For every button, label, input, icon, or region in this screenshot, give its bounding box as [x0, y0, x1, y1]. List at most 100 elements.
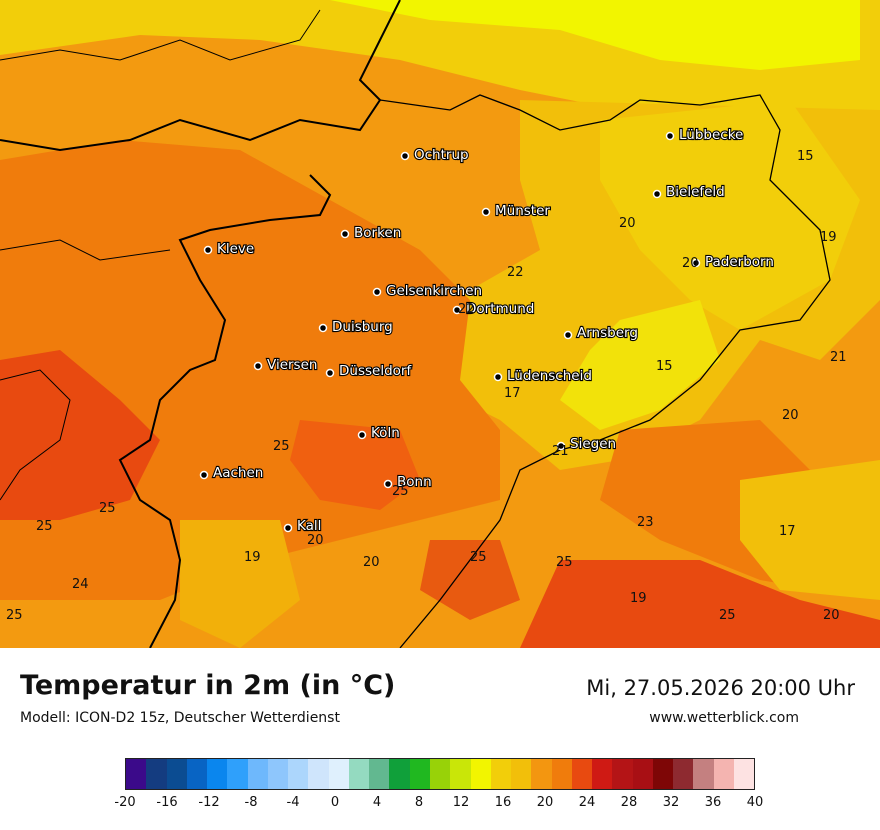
- color-scale-segment: [673, 759, 694, 789]
- city-markers: Lübbecke Ochtrup Bielefeld Münster Borke…: [199, 126, 775, 535]
- temperature-map: Lübbecke Ochtrup Bielefeld Münster Borke…: [0, 0, 880, 649]
- color-scale-segment: [146, 759, 167, 789]
- city-bielefeld[interactable]: Bielefeld: [652, 183, 726, 201]
- svg-text:Lübbecke: Lübbecke: [679, 127, 743, 143]
- temp-zone-west-hot: [0, 350, 160, 520]
- color-scale-segment: [288, 759, 309, 789]
- svg-text:Bielefeld: Bielefeld: [666, 184, 725, 200]
- temp-value: 17: [779, 524, 796, 539]
- color-scale-tick: -4: [286, 795, 300, 810]
- color-scale-tick: 4: [372, 795, 382, 810]
- city-duisburg[interactable]: Duisburg: [318, 318, 394, 336]
- city-ochtrup[interactable]: Ochtrup: [400, 146, 470, 164]
- city-duesseldorf[interactable]: Düsseldorf: [325, 362, 414, 380]
- temp-value: 21: [552, 444, 569, 459]
- color-scale-tick: 8: [414, 795, 424, 810]
- temp-value: 19: [630, 591, 647, 606]
- svg-text:Bonn: Bonn: [397, 474, 432, 490]
- color-scale-segment: [713, 759, 734, 789]
- color-scale-segment: [328, 759, 349, 789]
- color-scale-segment: [186, 759, 208, 789]
- color-scale: [125, 758, 755, 790]
- color-scale-segment: [429, 759, 451, 789]
- color-scale-segment: [551, 759, 572, 789]
- city-viersen[interactable]: Viersen: [253, 356, 319, 374]
- svg-text:Borken: Borken: [354, 225, 401, 241]
- temp-value: 25: [273, 439, 290, 454]
- city-kall[interactable]: Kall: [283, 517, 322, 535]
- city-borken[interactable]: Borken: [340, 224, 402, 242]
- city-dortmund[interactable]: Dortmund: [452, 300, 535, 318]
- color-scale-tick: 16: [494, 795, 512, 810]
- temperature-values: 15 20 19 22 20 22 21 15 17 20 25 21 25 2…: [6, 149, 847, 623]
- temp-value: 25: [719, 608, 736, 623]
- city-kleve[interactable]: Kleve: [203, 240, 255, 258]
- website-link[interactable]: www.wetterblick.com: [649, 710, 799, 726]
- temp-value: 20: [782, 408, 799, 423]
- temp-zone-south-hot-2: [420, 540, 520, 620]
- border-region-nl: [0, 239, 171, 261]
- color-scale-segment: [592, 759, 613, 789]
- temp-value: 20: [363, 555, 380, 570]
- color-scale-tick: -20: [114, 795, 136, 810]
- temp-zone-ostwestfalen: [600, 100, 860, 330]
- temp-zone-northeast-cool: [330, 0, 860, 70]
- city-luedenscheid[interactable]: Lüdenscheid: [493, 367, 593, 385]
- color-scale-tick: 20: [536, 795, 554, 810]
- border-nl-de-north: [0, 0, 401, 152]
- city-arnsberg[interactable]: Arnsberg: [563, 324, 639, 342]
- temp-zone-southeast-cool: [740, 460, 880, 600]
- city-gelsenkirchen[interactable]: Gelsenkirchen: [372, 282, 483, 300]
- city-koeln[interactable]: Köln: [357, 424, 401, 442]
- city-paderborn[interactable]: Paderborn: [691, 253, 775, 271]
- svg-text:Viersen: Viersen: [267, 357, 317, 373]
- city-bonn[interactable]: Bonn: [383, 473, 433, 491]
- color-scale-segment: [531, 759, 552, 789]
- temp-value: 25: [556, 555, 573, 570]
- temp-zone-eifel-cool: [180, 520, 300, 648]
- city-aachen[interactable]: Aachen: [199, 464, 264, 482]
- color-scale-segment: [409, 759, 430, 789]
- color-scale-segment: [612, 759, 633, 789]
- svg-text:Kleve: Kleve: [217, 241, 254, 257]
- temp-value: 15: [797, 149, 814, 164]
- svg-text:Dortmund: Dortmund: [466, 301, 534, 317]
- temp-value: 25: [6, 608, 23, 623]
- city-siegen[interactable]: Siegen: [556, 435, 617, 453]
- color-scale-tick: 12: [452, 795, 470, 810]
- color-scale-segment: [470, 759, 491, 789]
- color-scale-segment: [267, 759, 289, 789]
- temp-value: 20: [823, 608, 840, 623]
- city-muenster[interactable]: Münster: [481, 202, 551, 220]
- color-scale-tick: 32: [662, 795, 680, 810]
- color-scale-segment: [733, 759, 755, 789]
- svg-text:Aachen: Aachen: [213, 465, 263, 481]
- svg-text:Lüdenscheid: Lüdenscheid: [507, 368, 592, 384]
- color-scale-segment: [490, 759, 512, 789]
- border-nrw-state: [379, 94, 831, 649]
- svg-text:Kall: Kall: [297, 518, 321, 534]
- color-scale-segment: [348, 759, 370, 789]
- color-scale-segment: [126, 759, 147, 789]
- forecast-datetime: Mi, 27.05.2026 20:00 Uhr: [586, 676, 855, 700]
- temp-value: 25: [99, 501, 116, 516]
- color-scale-segment: [369, 759, 390, 789]
- temp-value: 20: [619, 216, 636, 231]
- temp-value: 24: [72, 577, 89, 592]
- border-region-west: [0, 369, 71, 501]
- temp-value: 19: [820, 230, 837, 245]
- city-luebbecke[interactable]: Lübbecke: [665, 126, 744, 144]
- color-scale-tick: 24: [578, 795, 596, 810]
- color-scale-segment: [511, 759, 532, 789]
- svg-text:Münster: Münster: [495, 203, 550, 219]
- color-scale-segment: [571, 759, 593, 789]
- color-scale-segment: [227, 759, 248, 789]
- svg-text:Ochtrup: Ochtrup: [414, 147, 469, 163]
- temp-value: 22: [458, 302, 475, 317]
- svg-text:Siegen: Siegen: [570, 436, 616, 452]
- color-scale-segment: [693, 759, 714, 789]
- color-scale-segment: [652, 759, 674, 789]
- color-scale-tick: -8: [244, 795, 258, 810]
- temp-value: 25: [470, 550, 487, 565]
- svg-text:Gelsenkirchen: Gelsenkirchen: [386, 283, 482, 299]
